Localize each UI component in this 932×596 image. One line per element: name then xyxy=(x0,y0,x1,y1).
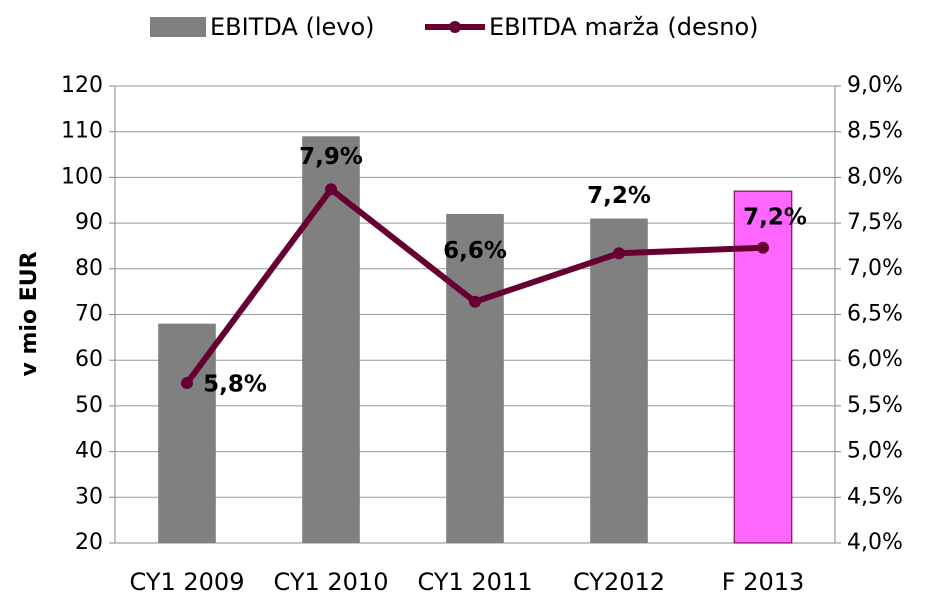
x-tick-label: CY1 2011 xyxy=(418,568,533,596)
y2-tick-label: 4,0% xyxy=(847,530,903,555)
line-marker xyxy=(325,183,337,196)
line-marker xyxy=(469,295,481,308)
y2-tick-label: 6,0% xyxy=(847,347,903,372)
data-label: 6,6% xyxy=(443,238,507,264)
y-tick-label: 120 xyxy=(61,73,103,98)
legend-label: EBITDA (levo) xyxy=(210,13,375,41)
y-tick-label: 70 xyxy=(75,302,103,327)
legend-label: EBITDA marža (desno) xyxy=(489,13,758,41)
x-tick-label: CY1 2010 xyxy=(274,568,389,596)
y2-tick-label: 5,0% xyxy=(847,439,903,464)
data-label: 7,2% xyxy=(587,183,651,209)
bar xyxy=(302,136,360,543)
line-marker xyxy=(613,247,625,260)
x-tick-label: F 2013 xyxy=(722,568,805,596)
y-tick-label: 100 xyxy=(61,164,103,189)
data-label: 5,8% xyxy=(203,372,267,398)
line-marker xyxy=(757,241,769,254)
y2-tick-label: 9,0% xyxy=(847,73,903,98)
y-tick-label: 110 xyxy=(61,119,103,144)
y-tick-label: 80 xyxy=(75,256,103,281)
y2-tick-label: 7,5% xyxy=(847,210,903,235)
y2-tick-label: 7,0% xyxy=(847,256,903,281)
data-label: 7,9% xyxy=(299,144,363,170)
y-tick-label: 90 xyxy=(75,210,103,235)
bar xyxy=(446,213,504,543)
y-tick-label: 50 xyxy=(75,393,103,418)
y2-tick-label: 6,5% xyxy=(847,302,903,327)
y-tick-label: 60 xyxy=(75,347,103,372)
line-marker xyxy=(181,377,193,390)
y2-tick-label: 4,5% xyxy=(847,484,903,509)
legend-marker xyxy=(449,21,461,33)
y-tick-label: 40 xyxy=(75,439,103,464)
x-tick-label: CY2012 xyxy=(573,568,665,596)
y2-tick-label: 5,5% xyxy=(847,393,903,418)
y2-tick-label: 8,5% xyxy=(847,119,903,144)
y-tick-label: 20 xyxy=(75,530,103,555)
legend-swatch xyxy=(150,17,206,37)
y-axis-label: v mio EUR xyxy=(17,251,42,376)
data-label: 7,2% xyxy=(743,204,807,230)
x-tick-label: CY1 2009 xyxy=(130,568,245,596)
y-tick-label: 30 xyxy=(75,484,103,509)
bar xyxy=(590,218,648,543)
y2-tick-label: 8,0% xyxy=(847,164,903,189)
